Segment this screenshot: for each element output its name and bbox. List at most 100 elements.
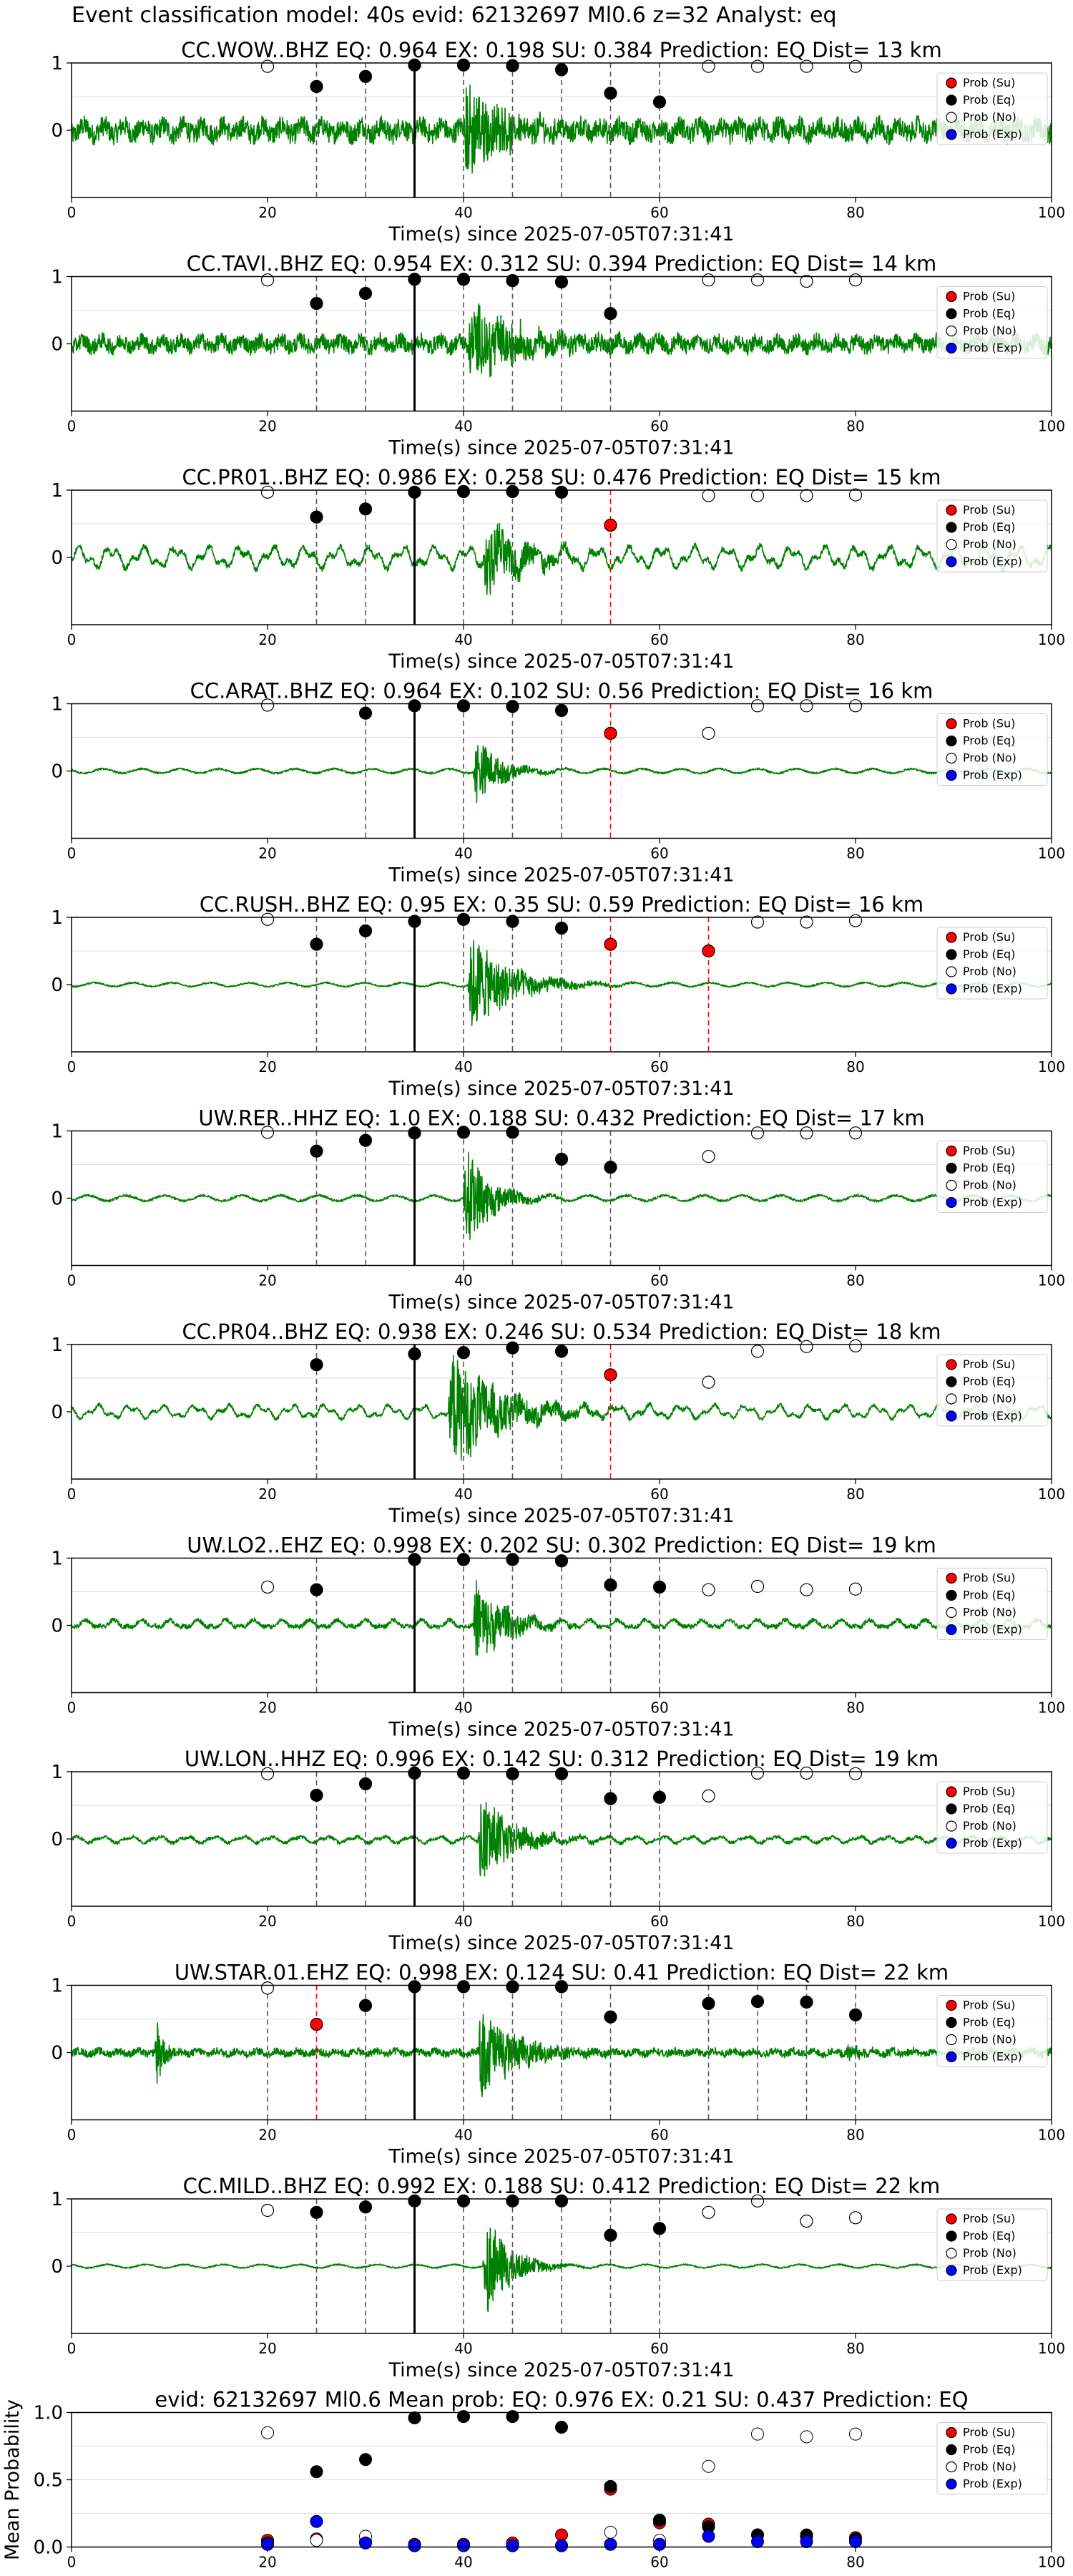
prob-marker-no (800, 915, 813, 929)
mean-point-su (555, 2528, 568, 2542)
prob-marker-eq (554, 1980, 569, 1994)
chart-panel-7: CC.PR04..BHZ EQ: 0.938 EX: 0.246 SU: 0.5… (51, 1319, 1065, 1527)
mean-point-exp (310, 2514, 323, 2528)
chart-panel-6: UW.RER..HHZ EQ: 1.0 EX: 0.188 SU: 0.432 … (51, 1106, 1065, 1314)
prob-marker-eq (800, 1995, 813, 2009)
legend-marker (946, 94, 957, 106)
y-tick-label: 0 (51, 1189, 63, 1210)
prob-marker-no (800, 274, 813, 288)
x-tick-label: 60 (650, 1272, 668, 1289)
legend-label: Prob (Su) (963, 76, 1015, 89)
legend-label: Prob (Eq) (963, 93, 1015, 107)
x-tick-label: 80 (846, 631, 864, 648)
axes-frame (71, 1344, 1052, 1480)
legend-label: Prob (Su) (963, 1571, 1015, 1585)
waveform-trace (71, 745, 1052, 804)
x-axis-label: Time(s) since 2025-07-05T07:31:41 (388, 1505, 734, 1527)
y-tick-label: 0 (51, 120, 63, 142)
x-tick-label: 0 (67, 2127, 77, 2144)
prob-marker-no (848, 488, 863, 502)
prob-marker-no (800, 1766, 813, 1780)
prob-marker-no (260, 485, 275, 499)
panel-title: CC.PR01..BHZ EQ: 0.986 EX: 0.258 SU: 0.4… (182, 465, 941, 489)
prob-marker-no (800, 699, 813, 713)
prob-marker-eq (604, 307, 617, 321)
x-tick-label: 20 (258, 2554, 276, 2571)
prob-marker-eq (408, 1980, 421, 1994)
prob-marker-eq (506, 1126, 519, 1139)
y-tick-label: 0 (51, 975, 63, 996)
x-tick-label: 20 (258, 845, 276, 862)
x-tick-label: 20 (258, 1699, 276, 1717)
legend-label: Prob (Su) (963, 1144, 1015, 1158)
prob-marker-eq (358, 1999, 373, 2012)
x-tick-label: 100 (1038, 1058, 1065, 1075)
prob-marker-no (750, 2194, 765, 2207)
waveform-trace (71, 2014, 1052, 2098)
x-tick-label: 60 (650, 1058, 668, 1075)
legend-marker (946, 2213, 957, 2225)
prob-marker-eq (310, 2205, 323, 2219)
x-tick-label: 100 (1038, 845, 1065, 862)
legend-label: Prob (Eq) (963, 2443, 1015, 2457)
prob-marker-eq (604, 1161, 617, 1174)
x-tick-label: 60 (650, 2340, 668, 2357)
figure-title: Event classification model: 40s evid: 62… (72, 3, 837, 28)
x-tick-label: 80 (846, 1699, 864, 1717)
prob-marker-eq (358, 1133, 373, 1147)
x-tick-label: 20 (258, 2340, 276, 2357)
panel-title: CC.TAVI..BHZ EQ: 0.954 EX: 0.312 SU: 0.3… (187, 252, 936, 276)
prob-marker-no (750, 1345, 765, 1358)
prob-marker-no (702, 1375, 715, 1389)
x-tick-label: 80 (846, 418, 864, 435)
legend-marker (946, 1572, 957, 1584)
prob-marker-eq (506, 59, 519, 72)
x-tick-label: 80 (846, 2340, 864, 2357)
prob-marker-no (260, 698, 275, 712)
x-tick-label: 60 (650, 631, 668, 648)
legend-marker (946, 1589, 957, 1601)
legend-label: Prob (Eq) (963, 1375, 1015, 1388)
legend-marker (946, 1359, 957, 1370)
mean-point-no (849, 2427, 862, 2441)
prob-marker-eq (456, 1766, 471, 1780)
prob-marker-eq (702, 1996, 715, 2010)
x-tick-label: 40 (454, 2340, 472, 2357)
axes-frame (71, 2411, 1052, 2548)
legend-marker (946, 1624, 957, 1636)
legend-label: Prob (Eq) (963, 1161, 1015, 1175)
axes-frame (71, 1130, 1052, 1267)
y-tick-label: 0 (51, 2256, 63, 2278)
chart-panel-4: CC.ARAT..BHZ EQ: 0.964 EX: 0.102 SU: 0.5… (51, 679, 1065, 887)
legend-marker (946, 308, 957, 320)
prob-marker-no (848, 59, 863, 73)
legend-label: Prob (Su) (963, 2426, 1015, 2439)
x-tick-label: 0 (67, 1913, 77, 1930)
panel-title: CC.WOW..BHZ EQ: 0.964 EX: 0.198 SU: 0.38… (181, 38, 941, 62)
y-tick-label: 0 (51, 1829, 63, 1850)
mean-point-exp (555, 2539, 568, 2552)
legend-box (936, 1354, 1048, 1427)
prob-marker-eq (408, 1553, 421, 1566)
legend-label: Prob (Eq) (963, 307, 1015, 321)
x-tick-label: 80 (846, 1272, 864, 1289)
prob-marker-eq (310, 79, 323, 94)
x-tick-label: 40 (454, 1058, 472, 1075)
legend-marker (946, 718, 957, 730)
prob-marker-no (848, 1582, 863, 1596)
y-axis-label: Mean Probability (1, 2399, 24, 2560)
prob-marker-eq (408, 914, 421, 928)
x-tick-label: 80 (846, 845, 864, 862)
panel-title: CC.PR04..BHZ EQ: 0.938 EX: 0.246 SU: 0.5… (182, 1319, 941, 1344)
chart-panel-1: CC.WOW..BHZ EQ: 0.964 EX: 0.198 SU: 0.38… (51, 38, 1065, 245)
prob-marker-eq (554, 921, 569, 935)
legend-label: Prob (No) (963, 751, 1016, 765)
prob-marker-no (800, 489, 813, 502)
x-tick-label: 20 (258, 1913, 276, 1930)
y-tick-label: 1 (51, 1335, 63, 1356)
prob-marker-no (848, 2211, 863, 2225)
prob-marker-eq (506, 1767, 519, 1780)
mean-point-no (751, 2427, 764, 2441)
x-tick-label: 40 (454, 2554, 472, 2571)
legend-marker (946, 1145, 957, 1157)
